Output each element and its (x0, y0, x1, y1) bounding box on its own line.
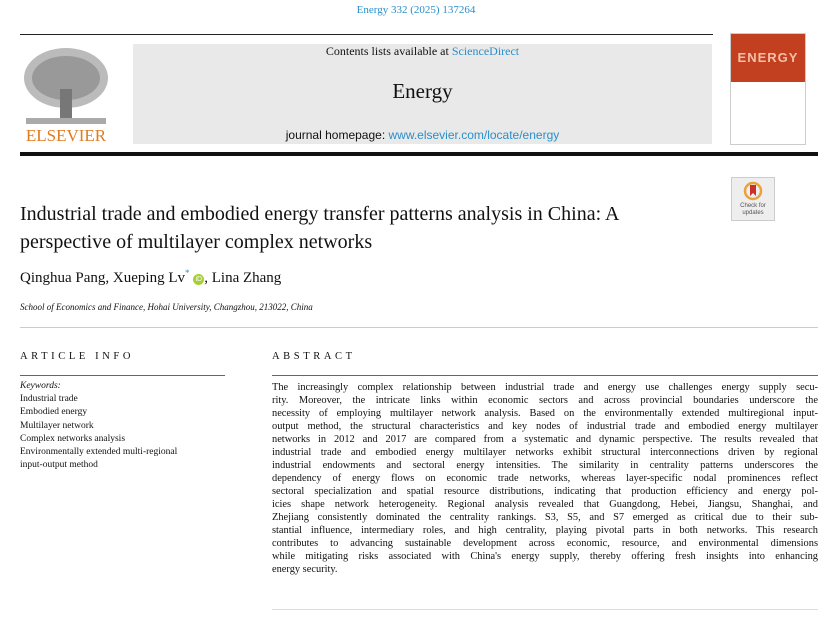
homepage-label: journal homepage: (285, 128, 389, 142)
check-for-updates-button[interactable]: Check for updates (731, 177, 775, 221)
divider (20, 152, 818, 156)
keyword: Complex networks analysis (20, 433, 126, 444)
keyword: Environmentally extended multi-regional (20, 447, 178, 458)
journal-name: Energy (392, 79, 453, 103)
keyword: input-output method (20, 460, 98, 471)
bookmark-icon (743, 181, 763, 201)
keyword: Multilayer network (20, 420, 94, 431)
abstract-line: rity. Moreover, the intricate links with… (272, 395, 818, 406)
author-name[interactable]: Lina Zhang (211, 270, 282, 286)
tree-icon (24, 48, 108, 124)
journal-banner: Contents lists available at ScienceDirec… (133, 44, 712, 144)
journal-cover[interactable]: ENERGY (730, 33, 806, 145)
abstract-line: sectoral specialization and spatial reso… (272, 486, 818, 497)
elsevier-wordmark: ELSEVIER (25, 126, 107, 145)
keyword: Embodied energy (20, 407, 88, 418)
divider (272, 375, 818, 376)
abstract-line: industrial trade and embodied energy mul… (272, 447, 818, 458)
abstract-heading: ABSTRACT (272, 351, 356, 362)
abstract-line: necessity of employing multilayer networ… (272, 408, 818, 419)
abstract-text: The increasingly complex relationship be… (272, 381, 818, 576)
article-info-heading: ARTICLE INFO (20, 351, 135, 362)
abstract-line: networks in 2012 and 2017 are compared f… (272, 434, 818, 445)
divider (20, 375, 225, 376)
article-title: Industrial trade and embodied energy tra… (20, 203, 619, 253)
divider (20, 34, 713, 35)
abstract-line: while mitigating risks associated with C… (272, 551, 818, 562)
abstract-line: contributes to advancing sustainable dev… (272, 538, 818, 549)
corresponding-author-mark[interactable]: * (185, 268, 190, 278)
abstract-line: energy security. (272, 564, 338, 575)
keyword: Industrial trade (20, 394, 78, 405)
divider (20, 327, 818, 328)
abstract-line: The increasingly complex relationship be… (272, 382, 818, 393)
author-list: Qinghua Pang, Xueping Lv* iD, Lina Zhang (20, 268, 282, 286)
orcid-icon[interactable]: iD (193, 274, 205, 285)
homepage-link[interactable]: www.elsevier.com/locate/energy (388, 128, 560, 142)
divider (272, 609, 818, 610)
elsevier-logo[interactable]: ELSEVIER (20, 44, 112, 146)
abstract-line: icies shape network heterogeneity. Regio… (272, 499, 818, 510)
check-updates-label: Check for updates (740, 203, 766, 216)
keywords-label: Keywords: (20, 381, 61, 391)
abstract-line: dependency of energy flows on economic t… (272, 473, 818, 484)
keywords-list: Keywords: Industrial trade Embodied ener… (20, 380, 177, 472)
author-name[interactable]: Xueping Lv (112, 270, 185, 286)
sciencedirect-link[interactable]: ScienceDirect (451, 44, 520, 58)
journal-citation[interactable]: Energy 332 (2025) 137264 (356, 4, 476, 16)
contents-text: Contents lists available at (325, 44, 452, 58)
homepage-line: journal homepage: www.elsevier.com/locat… (133, 128, 712, 142)
abstract-line: Zhejiang consistently dominated the cent… (272, 512, 818, 523)
affiliation: School of Economics and Finance, Hohai U… (20, 302, 313, 312)
cover-title: ENERGY (731, 34, 805, 82)
abstract-line: stantial influence, intermediary roles, … (272, 525, 818, 536)
contents-line: Contents lists available at ScienceDirec… (133, 44, 712, 59)
abstract-line: output method, the structural characteri… (272, 421, 818, 432)
author-name[interactable]: Qinghua Pang (20, 270, 106, 286)
abstract-line: industrial endowments and sectoral energ… (272, 460, 818, 471)
